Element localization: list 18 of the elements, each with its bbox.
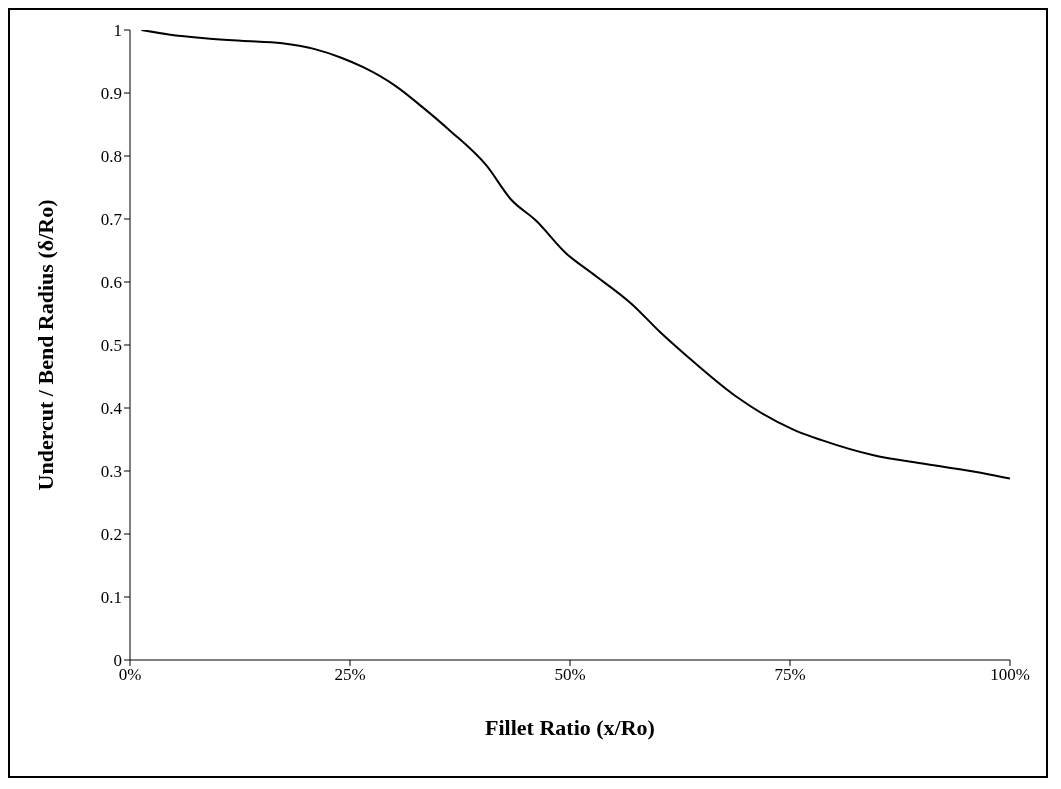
y-axis-title: Undercut / Bend Radius (δ/Ro) <box>32 199 58 491</box>
y-tick-label: 0.9 <box>100 84 122 104</box>
y-tick-label: 0.2 <box>100 525 122 545</box>
x-tick-label: 25% <box>334 665 366 685</box>
y-tick-label: 0.5 <box>100 336 122 356</box>
line-series <box>140 30 1010 480</box>
y-tick-label: 0.6 <box>100 273 122 293</box>
x-tick-label: 75% <box>774 665 806 685</box>
x-tick-label: 0% <box>118 665 142 685</box>
y-tick-label: 0.3 <box>100 462 122 482</box>
y-tick-label: 0.1 <box>100 588 122 608</box>
y-tick-label: 0.8 <box>100 147 122 167</box>
x-tick-label: 100% <box>990 665 1030 685</box>
x-axis-title: Fillet Ratio (x/Ro) <box>485 715 655 740</box>
y-tick-label: 0.7 <box>100 210 123 230</box>
y-tick-label: 0.4 <box>100 399 123 419</box>
x-tick-label: 50% <box>554 665 586 685</box>
y-tick-label: 1 <box>113 21 122 41</box>
